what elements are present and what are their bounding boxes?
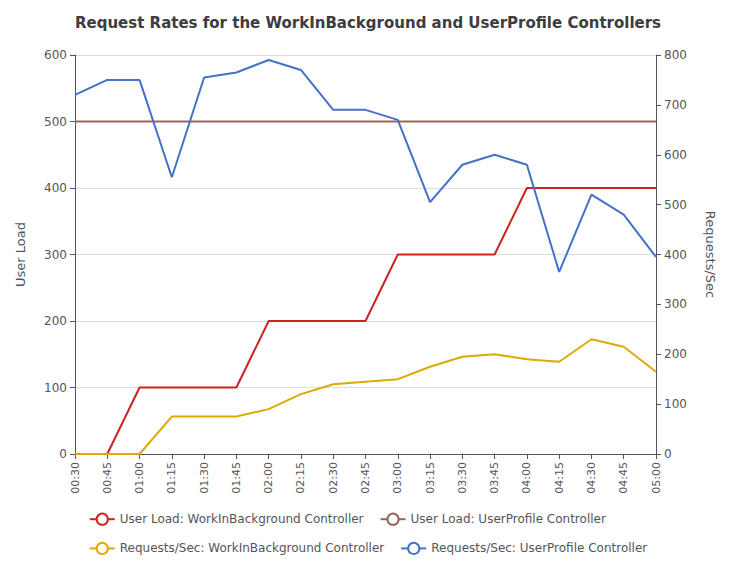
svg-text:400: 400 — [664, 248, 687, 262]
svg-text:00:45: 00:45 — [101, 462, 114, 494]
svg-text:04:45: 04:45 — [617, 462, 630, 494]
svg-text:200: 200 — [664, 347, 687, 361]
svg-text:03:15: 03:15 — [424, 462, 437, 494]
svg-text:200: 200 — [44, 314, 67, 328]
svg-text:500: 500 — [44, 115, 67, 129]
svg-text:600: 600 — [44, 48, 67, 62]
svg-text:800: 800 — [664, 48, 687, 62]
svg-text:100: 100 — [44, 381, 67, 395]
svg-text:300: 300 — [664, 297, 687, 311]
svg-text:01:15: 01:15 — [165, 462, 178, 494]
svg-text:User Load: User Load — [13, 222, 28, 287]
svg-text:400: 400 — [44, 181, 67, 195]
svg-text:01:00: 01:00 — [133, 462, 146, 494]
svg-text:02:30: 02:30 — [327, 462, 340, 494]
svg-text:03:30: 03:30 — [456, 462, 469, 494]
svg-text:Requests/Sec: UserProfile Cont: Requests/Sec: UserProfile Controller — [431, 541, 647, 555]
svg-text:Request Rates for the WorkInBa: Request Rates for the WorkInBackground a… — [75, 14, 661, 32]
svg-text:700: 700 — [664, 98, 687, 112]
svg-text:01:30: 01:30 — [198, 462, 211, 494]
svg-text:User Load: WorkInBackground Co: User Load: WorkInBackground Controller — [120, 512, 364, 526]
svg-text:Requests/Sec: WorkInBackground: Requests/Sec: WorkInBackground Controlle… — [120, 541, 385, 555]
svg-text:01:45: 01:45 — [230, 462, 243, 494]
svg-text:03:45: 03:45 — [488, 462, 501, 494]
svg-text:500: 500 — [664, 198, 687, 212]
svg-text:0: 0 — [59, 447, 67, 461]
svg-text:100: 100 — [664, 397, 687, 411]
svg-text:02:15: 02:15 — [294, 462, 307, 494]
svg-text:Requests/Sec: Requests/Sec — [703, 211, 718, 298]
svg-text:04:00: 04:00 — [520, 462, 533, 494]
svg-text:600: 600 — [664, 148, 687, 162]
svg-text:0: 0 — [664, 447, 672, 461]
svg-text:04:15: 04:15 — [553, 462, 566, 494]
svg-text:300: 300 — [44, 248, 67, 262]
svg-text:00:30: 00:30 — [69, 462, 82, 494]
svg-text:02:45: 02:45 — [359, 462, 372, 494]
svg-text:User Load: UserProfile Control: User Load: UserProfile Controller — [411, 512, 606, 526]
svg-text:03:00: 03:00 — [391, 462, 404, 494]
svg-text:04:30: 04:30 — [585, 462, 598, 494]
svg-text:02:00: 02:00 — [262, 462, 275, 494]
svg-text:05:00: 05:00 — [650, 462, 663, 494]
